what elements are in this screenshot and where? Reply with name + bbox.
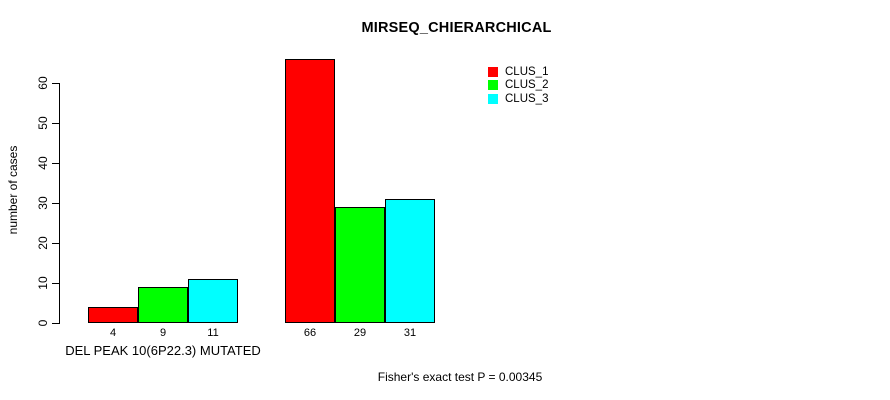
legend-swatch <box>488 66 498 77</box>
bar-group2-clus_3 <box>385 199 435 323</box>
legend-swatch <box>488 93 498 104</box>
y-axis-tick <box>52 203 59 204</box>
legend-label: CLUS_1 <box>505 65 549 78</box>
y-axis-tick-label: 60 <box>36 76 50 90</box>
legend-swatch <box>488 80 498 91</box>
bar-group1-clus_2 <box>138 287 188 323</box>
legend-label: CLUS_3 <box>505 92 549 105</box>
y-axis-label: number of cases <box>6 145 20 235</box>
bar-value-label: 66 <box>303 327 317 339</box>
bar-value-label: 11 <box>207 327 219 339</box>
legend-item: CLUS_2 <box>488 79 548 93</box>
bar-value-label: 4 <box>109 327 117 339</box>
x-axis-group-label: DEL PEAK 10(6P22.3) MUTATED <box>65 343 261 358</box>
y-axis-tick-label: 10 <box>36 276 50 290</box>
y-axis-tick <box>52 283 59 284</box>
legend-label: CLUS_2 <box>505 79 549 92</box>
bar-value-label: 31 <box>403 327 417 339</box>
y-axis-tick-label: 30 <box>36 196 50 210</box>
y-axis-tick-label: 40 <box>36 156 50 170</box>
bar-group1-clus_1 <box>88 307 138 323</box>
legend: CLUS_1 CLUS_2 CLUS_3 <box>488 65 548 106</box>
y-axis-tick <box>52 83 59 84</box>
y-axis-tick <box>52 163 59 164</box>
y-axis-tick-label: 50 <box>36 116 50 130</box>
bar-value-label: 29 <box>353 327 367 339</box>
bar-group2-clus_2 <box>335 207 385 323</box>
legend-item: CLUS_3 <box>488 92 548 106</box>
y-axis-tick <box>52 323 59 324</box>
y-axis-tick <box>52 123 59 124</box>
annotation-text: Fisher's exact test P = 0.00345 <box>377 370 543 384</box>
y-axis-tick-label: 0 <box>36 319 50 327</box>
y-axis-tick <box>52 243 59 244</box>
bar-group1-clus_3 <box>188 279 238 323</box>
bar-value-label: 9 <box>159 327 167 339</box>
chart-title: MIRSEQ_CHIERARCHICAL <box>361 20 552 36</box>
legend-item: CLUS_1 <box>488 65 548 79</box>
y-axis-tick-label: 20 <box>36 236 50 250</box>
bar-group2-clus_1 <box>285 59 335 323</box>
y-axis-line <box>59 83 60 324</box>
